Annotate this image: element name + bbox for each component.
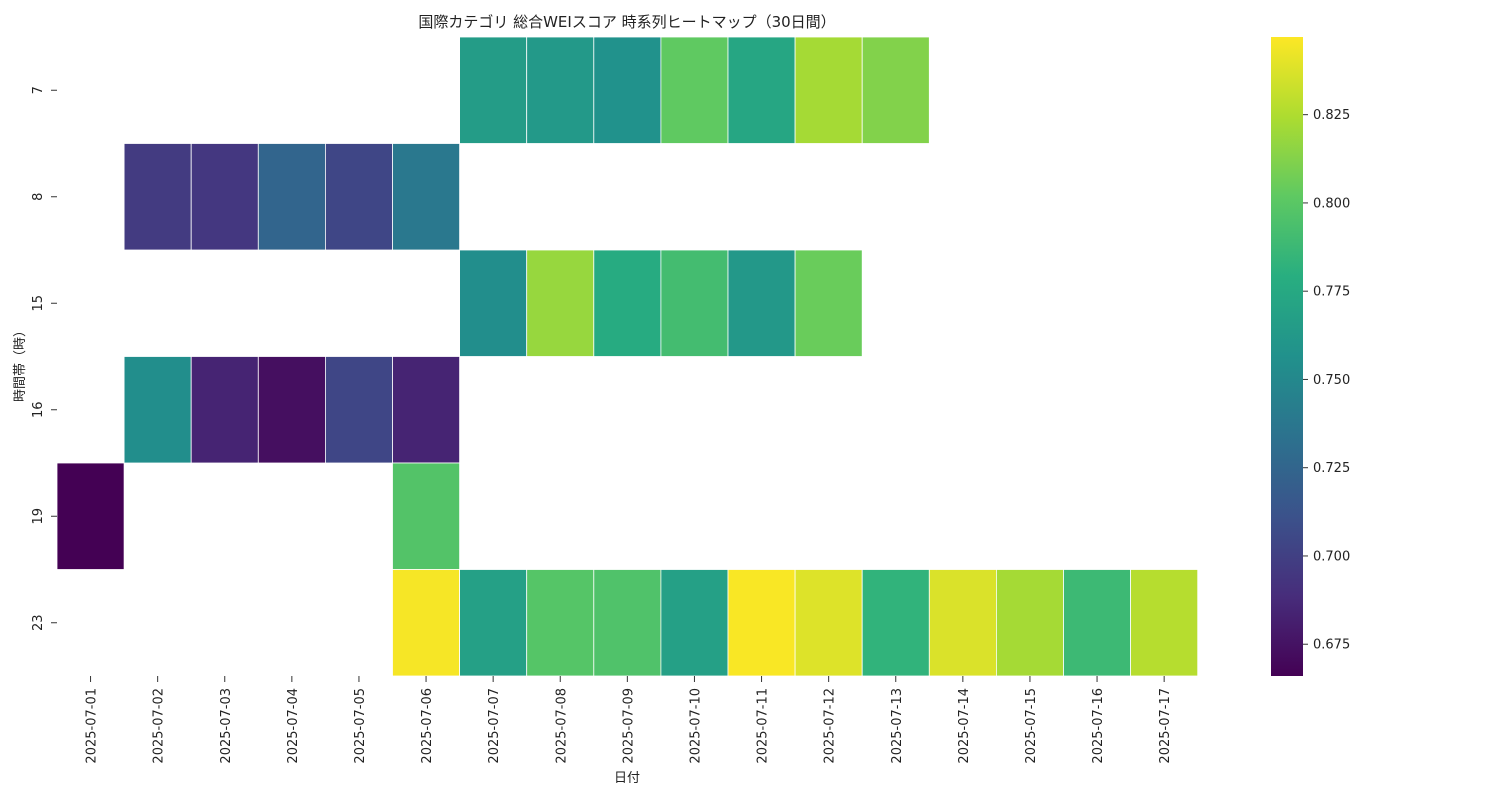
heatmap-cell xyxy=(392,462,460,570)
heatmap-cell xyxy=(727,36,796,144)
colorbar-tick-label: 0.700 xyxy=(1313,549,1350,564)
x-tick-label: 2025-07-17 xyxy=(1158,688,1173,764)
heatmap-cell xyxy=(459,569,528,677)
x-tick-label: 2025-07-02 xyxy=(152,688,167,764)
heatmap-cell xyxy=(123,356,192,464)
heatmap-cell xyxy=(459,249,528,357)
heatmap-cell xyxy=(257,143,326,251)
heatmap-cell xyxy=(861,36,930,144)
heatmap-cell xyxy=(392,356,460,464)
heatmap-cell xyxy=(794,36,863,144)
y-tick-label: 19 xyxy=(31,508,46,525)
x-tick-label: 2025-07-14 xyxy=(957,688,972,764)
y-tick-label: 15 xyxy=(31,295,46,312)
heatmap-cell xyxy=(526,249,595,357)
heatmap-cell xyxy=(861,569,930,677)
x-axis-ticks: 2025-07-01 2025-07-02 2025-07-03 2025-07-04… xyxy=(85,676,1173,764)
colorbar-tick-label: 0.775 xyxy=(1313,285,1350,300)
x-tick-label: 2025-07-05 xyxy=(353,688,368,764)
x-tick-label: 2025-07-13 xyxy=(890,688,905,764)
heatmap-cell xyxy=(123,143,192,251)
heatmap-cell xyxy=(324,143,393,251)
colorbar-ticks: 0.675 0.700 0.725 0.750 0.775 0.800 0.825 xyxy=(1303,108,1350,653)
y-tick-label: 23 xyxy=(31,614,46,631)
x-tick-label: 2025-07-07 xyxy=(487,688,502,764)
heatmap-cell xyxy=(526,36,595,144)
heatmap-cells xyxy=(56,36,1199,677)
y-axis-label: 時間帯（時） xyxy=(13,324,28,402)
y-tick-label: 16 xyxy=(31,401,46,418)
heatmap-cell xyxy=(257,356,326,464)
x-tick-label: 2025-07-04 xyxy=(286,688,301,764)
y-tick-label: 7 xyxy=(31,86,46,94)
heatmap-cell xyxy=(324,356,393,464)
heatmap-cell xyxy=(459,36,528,144)
y-tick-label: 8 xyxy=(31,193,46,201)
y-axis-ticks: 7 8 15 16 19 23 xyxy=(31,86,57,631)
heatmap-cell xyxy=(794,249,863,357)
heatmap-cell xyxy=(660,569,729,677)
colorbar xyxy=(1271,37,1303,676)
heatmap-cell xyxy=(1063,569,1131,677)
heatmap-cell xyxy=(190,143,259,251)
x-tick-label: 2025-07-03 xyxy=(219,688,234,764)
heatmap-cell xyxy=(593,249,662,357)
x-tick-label: 2025-07-08 xyxy=(554,688,569,764)
heatmap-cell xyxy=(593,36,662,144)
x-tick-label: 2025-07-12 xyxy=(823,688,838,764)
x-axis-label: 日付 xyxy=(614,771,640,786)
x-tick-label: 2025-07-10 xyxy=(688,688,703,764)
heatmap-cell xyxy=(392,143,460,251)
heatmap-cell xyxy=(56,462,125,570)
colorbar-tick-label: 0.675 xyxy=(1313,638,1350,653)
heatmap-cell xyxy=(660,36,729,144)
heatmap-cell xyxy=(794,569,863,677)
colorbar-tick-label: 0.800 xyxy=(1313,196,1350,211)
heatmap-cell xyxy=(593,569,662,677)
heatmap-cell xyxy=(190,356,259,464)
heatmap-cell xyxy=(660,249,729,357)
chart-title: 国際カテゴリ 総合WEIスコア 時系列ヒートマップ（30日間） xyxy=(418,13,835,31)
colorbar-tick-label: 0.825 xyxy=(1313,108,1350,123)
heatmap-cell xyxy=(526,569,595,677)
heatmap-cell xyxy=(727,249,796,357)
x-tick-label: 2025-07-06 xyxy=(420,688,435,764)
x-tick-label: 2025-07-01 xyxy=(85,688,100,764)
heatmap-cell xyxy=(392,569,460,677)
x-tick-label: 2025-07-11 xyxy=(756,688,771,764)
heatmap-cell xyxy=(928,569,997,677)
x-tick-label: 2025-07-09 xyxy=(621,688,636,764)
colorbar-tick-label: 0.725 xyxy=(1313,461,1350,476)
heatmap-cell xyxy=(1130,569,1199,677)
x-tick-label: 2025-07-15 xyxy=(1024,688,1039,764)
x-tick-label: 2025-07-16 xyxy=(1091,688,1106,764)
heatmap-cell xyxy=(727,569,796,677)
colorbar-tick-label: 0.750 xyxy=(1313,373,1350,388)
heatmap-cell xyxy=(996,569,1064,677)
